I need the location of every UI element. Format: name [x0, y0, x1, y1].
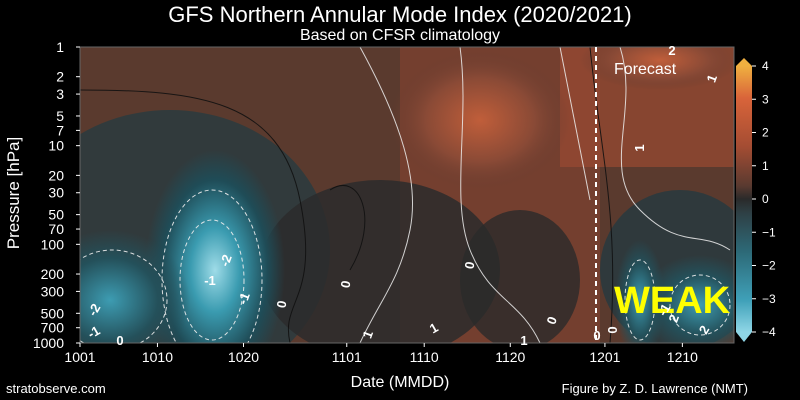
x-axis-label: Date (MMDD): [350, 374, 450, 391]
contour-label: 0: [543, 314, 560, 326]
y-tick-label: 2: [56, 69, 64, 85]
colorbar-tick-label: 4: [762, 59, 769, 73]
colorbar-scale: [736, 66, 752, 332]
x-tick-label: 1201: [589, 349, 620, 365]
y-tick-label: 50: [48, 207, 64, 223]
y-tick-label: 3: [56, 86, 64, 102]
x-tick-label: 1120: [495, 349, 525, 365]
colorbar-tick-label: −3: [762, 292, 776, 306]
contour-label: -2: [217, 252, 235, 268]
contour-label: -1: [235, 290, 253, 306]
heatmap-field: [80, 47, 734, 343]
x-tick-label: 1110: [410, 349, 439, 365]
colorbar-tick-label: −1: [762, 225, 776, 239]
y-tick-label: 1000: [33, 335, 64, 351]
y-tick-label: 70: [48, 221, 64, 237]
contour-label: 1: [632, 144, 647, 151]
colorbar-tick-label: −2: [762, 259, 776, 273]
site-credit: stratobserve.com: [6, 381, 106, 396]
x-tick-label: 1010: [142, 349, 173, 365]
y-tick-label: 700: [41, 320, 65, 336]
contour-label: 0: [605, 326, 620, 333]
x-tick-label: 1101: [332, 349, 362, 365]
y-tick-label: 500: [41, 305, 65, 321]
colorbar: 4 3 2 1 0 −1 −2 −3 −4: [736, 58, 776, 342]
chart-title: GFS Northern Annular Mode Index (2020/20…: [168, 2, 632, 27]
y-tick-label: 1: [56, 39, 64, 55]
forecast-label: Forecast: [614, 61, 677, 78]
colorbar-tick-label: 1: [762, 159, 769, 173]
colorbar-ticks: 4 3 2 1 0 −1 −2 −3 −4: [752, 59, 776, 339]
x-tick-label: 1210: [667, 349, 698, 365]
colorbar-tick-label: 2: [762, 126, 769, 140]
author-credit: Figure by Z. D. Lawrence (NMT): [561, 381, 748, 396]
contour-label: 0: [462, 260, 478, 270]
y-tick-label: 20: [48, 167, 64, 183]
y-tick-label: 10: [48, 138, 64, 154]
contour-label: 1: [520, 333, 527, 348]
contour-label: 0: [116, 333, 123, 348]
y-tick-label: 200: [41, 266, 65, 282]
contour-label: 1: [703, 72, 720, 84]
contour-label: 2: [668, 43, 675, 58]
y-tick-label: 7: [56, 122, 64, 138]
contour-label: 2: [665, 312, 682, 324]
y-tick-label: 300: [41, 283, 65, 299]
colorbar-tick-label: −4: [762, 325, 776, 339]
chart-subtitle: Based on CFSR climatology: [299, 27, 501, 44]
colorbar-tick-label: 3: [762, 92, 769, 106]
colorbar-tick-label: 0: [762, 192, 769, 206]
y-tick-label: 100: [41, 236, 65, 252]
y-tick-label: 5: [56, 108, 64, 124]
colorbar-bottom-arrow: [736, 332, 752, 342]
contour-label: 0: [274, 299, 290, 309]
colorbar-top-arrow: [736, 58, 752, 66]
x-axis-ticks: 1001 1010 1020 1101 1110 1120 1201 1210: [64, 343, 698, 365]
contour-label: -1: [204, 273, 216, 288]
contour-label: 0: [338, 279, 354, 289]
y-tick-label: 30: [48, 185, 64, 201]
contour-label: 0: [593, 328, 600, 343]
x-tick-label: 1001: [64, 349, 95, 365]
x-tick-label: 1020: [228, 349, 259, 365]
contour-label: 1: [359, 328, 376, 340]
status-label: WEAK: [614, 280, 731, 322]
